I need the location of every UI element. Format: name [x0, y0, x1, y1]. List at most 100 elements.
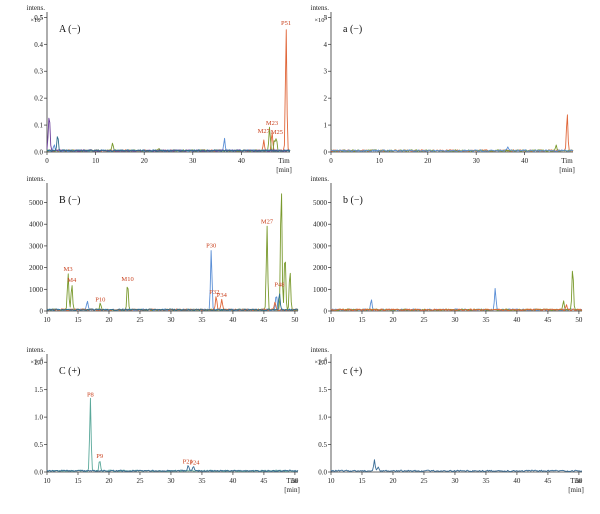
y-tick-label: 0.4 — [34, 41, 43, 49]
x-tick-label: 0 — [329, 157, 333, 165]
x-tick-label: 20 — [141, 157, 149, 165]
x-axis-label: Tim — [570, 477, 582, 485]
y-tick-label: 0.1 — [34, 122, 43, 130]
trace-A-3 — [46, 117, 291, 152]
y-tick-label: 1.5 — [34, 386, 43, 394]
x-tick-label: 25 — [420, 477, 428, 485]
y-tick-label: 2 — [324, 95, 328, 103]
trace-A-0 — [46, 29, 291, 152]
x-tick-label: 10 — [328, 477, 336, 485]
panel-A: 0.0 0.1 0.2 0.3 0.4 0.5 0 10 20 30 40 intens. ×105 Ti… — [27, 4, 292, 174]
y-multiplier: ×104 — [314, 16, 327, 24]
peak-label-P9: P9 — [96, 453, 103, 460]
y-multiplier-exponent: 6 — [41, 358, 44, 363]
peak-label-M4: M4 — [67, 277, 77, 284]
panel-title: B (−) — [59, 195, 80, 206]
x-tick-label: 20 — [105, 477, 113, 485]
trace-b-0 — [330, 287, 583, 311]
x-tick-label: 30 — [167, 316, 175, 324]
x-tick-label: 25 — [420, 316, 428, 324]
panel-title: b (−) — [343, 195, 363, 206]
trace-B-0 — [46, 193, 299, 311]
panel-title: A (−) — [59, 24, 80, 35]
trace-a-2 — [330, 146, 574, 152]
x-tick-label: 40 — [521, 157, 529, 165]
peak-label-M27: M27 — [261, 218, 274, 225]
x-tick-label: 15 — [358, 477, 366, 485]
panel-b: 0 1000 2000 3000 4000 5000 10 15 20 25 30 35 40 45 50 i… — [311, 175, 583, 324]
peak-label-P24: P24 — [189, 460, 200, 467]
y-tick-label: 0.0 — [34, 469, 43, 477]
trace-a-0 — [330, 114, 574, 152]
x-tick-label: 20 — [424, 157, 432, 165]
x-tick-label: 20 — [389, 316, 397, 324]
peak-label-P48: P48 — [274, 281, 284, 288]
x-tick-label: 10 — [92, 157, 100, 165]
x-tick-label: 40 — [229, 316, 237, 324]
peak-label-M27: M27 — [258, 128, 271, 135]
x-tick-label: 50 — [291, 316, 299, 324]
y-tick-label: 4 — [324, 41, 328, 49]
x-tick-label: 40 — [238, 157, 246, 165]
x-tick-label: 50 — [575, 316, 583, 324]
x-tick-label: 40 — [513, 477, 521, 485]
y-tick-label: 0.0 — [318, 469, 327, 477]
y-tick-label: 0.2 — [34, 95, 43, 103]
x-axis-unit: [min] — [276, 166, 292, 174]
y-tick-label: 2000 — [313, 264, 328, 272]
x-axis-label: Tim — [561, 157, 573, 165]
trace-C-0 — [46, 397, 299, 472]
x-tick-label: 10 — [328, 316, 336, 324]
y-tick-label: 1.0 — [318, 414, 327, 422]
trace-c-0 — [330, 459, 583, 472]
x-tick-label: 30 — [189, 157, 197, 165]
y-axis-label: intens. — [27, 346, 46, 354]
y-axis-label: intens. — [27, 175, 46, 183]
y-tick-label: 4000 — [29, 221, 44, 229]
y-tick-label: 2.0 — [318, 359, 327, 367]
y-tick-label: 1000 — [313, 286, 328, 294]
x-tick-label: 45 — [544, 477, 552, 485]
x-tick-label: 15 — [74, 477, 82, 485]
x-tick-label: 50 — [291, 477, 299, 485]
x-tick-label: 45 — [260, 477, 268, 485]
x-tick-label: 15 — [74, 316, 82, 324]
y-tick-label: 0.5 — [34, 14, 43, 22]
y-axis-label: intens. — [27, 4, 46, 12]
y-tick-label: 3 — [324, 68, 328, 76]
y-multiplier: ×106 — [314, 358, 327, 366]
trace-a-1 — [330, 144, 574, 152]
y-tick-label: 0 — [40, 308, 44, 316]
x-tick-label: 45 — [260, 316, 268, 324]
x-tick-label: 30 — [167, 477, 175, 485]
y-axis-label: intens. — [311, 4, 330, 12]
x-tick-label: 40 — [229, 477, 237, 485]
x-tick-label: 20 — [105, 316, 113, 324]
panel-title: a (−) — [343, 24, 362, 35]
y-tick-label: 0.3 — [34, 68, 43, 76]
y-tick-label: 1.0 — [34, 414, 43, 422]
y-tick-label: 3000 — [313, 242, 328, 250]
x-tick-label: 15 — [358, 316, 366, 324]
y-tick-label: 5000 — [29, 199, 44, 207]
x-tick-label: 20 — [389, 477, 397, 485]
x-axis-unit: [min] — [284, 486, 300, 494]
x-tick-label: 10 — [376, 157, 384, 165]
trace-b-1 — [330, 270, 583, 311]
y-tick-label: 5 — [324, 14, 328, 22]
trace-b-2 — [330, 304, 583, 311]
x-tick-label: 0 — [45, 157, 49, 165]
trace-A-1 — [46, 126, 291, 152]
y-tick-label: 3000 — [29, 242, 44, 250]
y-multiplier: ×105 — [30, 16, 43, 24]
x-tick-label: 50 — [575, 477, 583, 485]
peak-label-P10: P10 — [95, 296, 105, 303]
y-multiplier-exponent: 6 — [325, 358, 328, 363]
x-axis-unit: [min] — [568, 486, 584, 494]
panel-title: c (+) — [343, 366, 362, 377]
y-tick-label: 0.5 — [34, 441, 43, 449]
y-tick-label: 2.0 — [34, 359, 43, 367]
x-tick-label: 35 — [482, 477, 490, 485]
y-tick-label: 2000 — [29, 264, 44, 272]
